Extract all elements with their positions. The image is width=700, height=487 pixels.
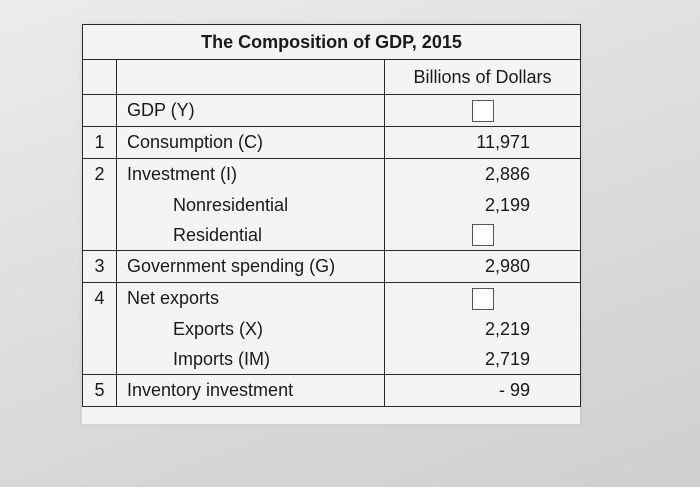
table-row-net-exports: 4 Net exports [82,282,582,315]
row-value: 2,199 [383,190,582,221]
row-value: - 99 [383,374,582,407]
row-label: Net exports [116,282,385,315]
table-row-gdp: GDP (Y) [82,94,582,127]
gdp-composition-table: The Composition of GDP, 2015 Billions of… [81,24,582,407]
table-row-nonresidential: Nonresidential 2,199 [82,190,582,221]
row-number: 1 [82,126,117,159]
table-row-government: 3 Government spending (G) 2,980 [82,250,582,283]
row-label: Imports (IM) [116,344,385,375]
row-number: 3 [82,250,117,283]
row-number [82,190,117,221]
net-exports-answer-cell [383,282,582,315]
row-label: Consumption (C) [116,126,385,159]
row-value: 2,980 [383,250,582,283]
table-row-imports: Imports (IM) 2,719 [82,344,582,375]
residential-answer-cell [383,220,582,251]
table-row-investment: 2 Investment (I) 2,886 [82,158,582,191]
row-value: 11,971 [383,126,582,159]
net-exports-answer-input[interactable] [471,287,494,310]
title-row: The Composition of GDP, 2015 [81,24,582,60]
column-header: Billions of Dollars [383,59,582,95]
row-number [82,94,117,127]
row-label: Nonresidential [116,190,385,221]
row-label: Inventory investment [116,374,385,407]
gdp-answer-cell [383,94,582,127]
row-label: Residential [116,220,385,251]
row-value: 2,219 [383,314,582,345]
row-label: GDP (Y) [116,94,385,127]
residential-answer-input[interactable] [471,224,494,247]
row-value: 2,886 [383,158,582,191]
table-row-consumption: 1 Consumption (C) 11,971 [82,126,582,159]
row-number [82,344,117,375]
row-number: 4 [82,282,117,315]
gdp-answer-input[interactable] [471,99,494,122]
table-row-inventory: 5 Inventory investment - 99 [82,374,582,407]
header-blank-num [82,59,117,95]
row-label: Government spending (G) [116,250,385,283]
row-label: Exports (X) [116,314,385,345]
table-row-exports: Exports (X) 2,219 [82,314,582,345]
table-title: The Composition of GDP, 2015 [81,24,582,60]
header-blank-label [116,59,385,95]
row-label: Investment (I) [116,158,385,191]
row-value: 2,719 [383,344,582,375]
header-row: Billions of Dollars [82,59,582,95]
row-number: 2 [82,158,117,191]
row-number [82,220,117,251]
row-number [82,314,117,345]
table-row-residential: Residential [82,220,582,251]
row-number: 5 [82,374,117,407]
